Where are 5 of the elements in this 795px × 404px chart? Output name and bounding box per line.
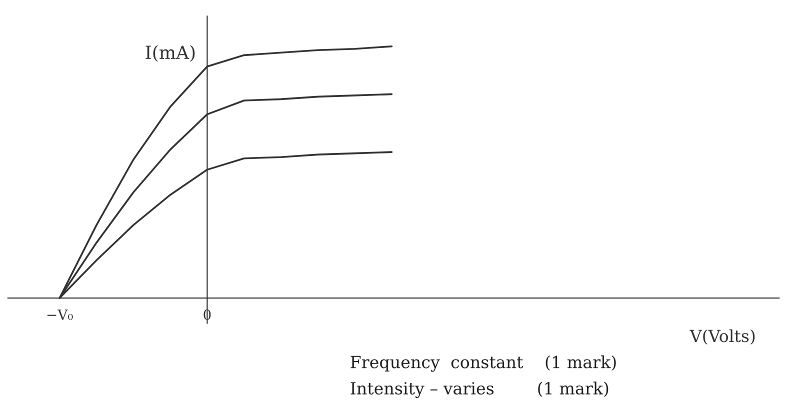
x-axis-title: V(Volts) — [690, 329, 755, 345]
y-axis-title: I(mA) — [146, 45, 195, 62]
x-tick-label: −V₀ — [47, 310, 73, 320]
text: Intensity – varies (1 mark) — [350, 382, 608, 398]
text: Frequency constant (1 mark) — [350, 355, 616, 372]
